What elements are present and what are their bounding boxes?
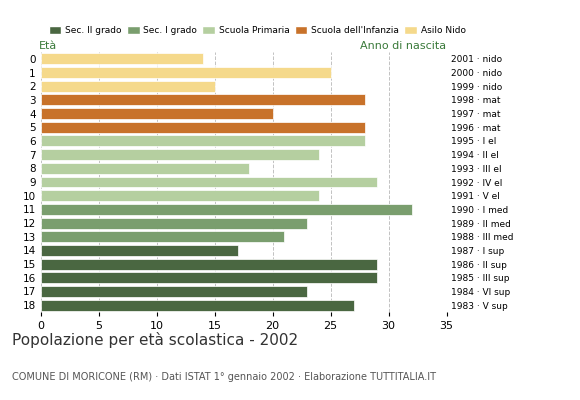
Bar xyxy=(41,272,377,283)
Bar xyxy=(41,163,249,174)
Bar xyxy=(41,94,365,105)
Bar xyxy=(41,190,319,201)
Legend: Sec. II grado, Sec. I grado, Scuola Primaria, Scuola dell'Infanzia, Asilo Nido: Sec. II grado, Sec. I grado, Scuola Prim… xyxy=(45,23,469,39)
Text: Anno di nascita: Anno di nascita xyxy=(361,41,447,51)
Bar xyxy=(41,81,215,92)
Bar xyxy=(41,136,365,146)
Bar xyxy=(41,122,365,133)
Bar xyxy=(41,245,238,256)
Bar xyxy=(41,108,273,119)
Bar xyxy=(41,231,284,242)
Bar xyxy=(41,53,203,64)
Bar xyxy=(41,259,377,270)
Bar xyxy=(41,286,307,297)
Bar xyxy=(41,204,412,215)
Text: Età: Età xyxy=(38,41,57,51)
Bar xyxy=(41,149,319,160)
Bar xyxy=(41,176,377,188)
Text: COMUNE DI MORICONE (RM) · Dati ISTAT 1° gennaio 2002 · Elaborazione TUTTITALIA.I: COMUNE DI MORICONE (RM) · Dati ISTAT 1° … xyxy=(12,372,436,382)
Bar xyxy=(41,300,354,311)
Text: Popolazione per età scolastica - 2002: Popolazione per età scolastica - 2002 xyxy=(12,332,298,348)
Bar xyxy=(41,218,307,228)
Bar xyxy=(41,67,331,78)
